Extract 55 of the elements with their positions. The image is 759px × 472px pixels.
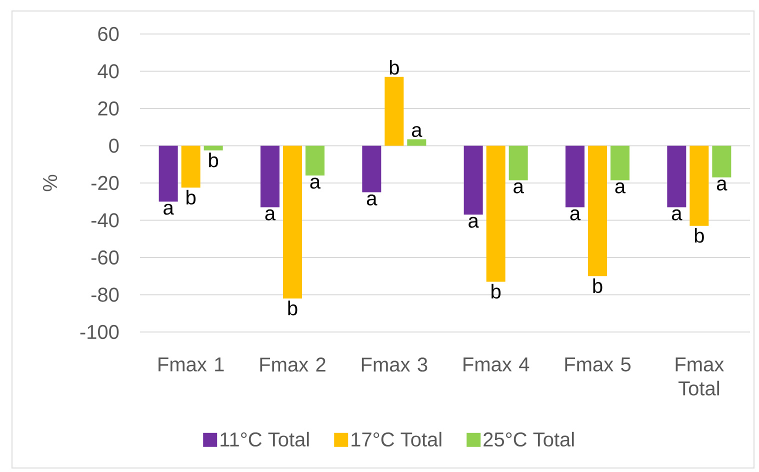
data-label: a	[570, 209, 581, 220]
bar	[283, 146, 302, 298]
bar	[407, 139, 426, 146]
x-tick-label: Fmax Total	[676, 358, 724, 396]
data-label: b	[288, 300, 298, 316]
data-label: a	[412, 126, 422, 138]
data-label: a	[366, 194, 378, 206]
y-tick-label: 0	[109, 138, 119, 153]
x-tick-label: Fmax 4	[464, 358, 530, 372]
bar	[610, 146, 630, 180]
data-label: a	[716, 180, 728, 191]
bar	[566, 146, 585, 208]
y-tick-label: -20	[91, 176, 119, 190]
data-label: a	[468, 216, 479, 228]
legend-label: 17°C Total	[352, 432, 442, 447]
data-label: b	[593, 278, 602, 294]
data-label: a	[672, 209, 682, 220]
bar	[690, 146, 709, 226]
bar	[508, 146, 528, 180]
data-label: b	[694, 228, 704, 243]
y-tick-label: 40	[98, 64, 119, 78]
data-label: b	[209, 152, 218, 168]
data-label: a	[615, 182, 626, 194]
x-tick-label: Fmax 1	[158, 358, 224, 372]
data-label: a	[514, 182, 524, 194]
y-tick-label: 20	[98, 101, 119, 116]
data-label: b	[186, 190, 196, 205]
y-tick-label: -40	[91, 213, 119, 228]
bar	[712, 146, 732, 178]
y-tick-label: -100	[80, 324, 119, 340]
y-tick-label: -80	[91, 288, 119, 302]
bar	[588, 146, 608, 276]
bar	[384, 76, 404, 146]
bar	[158, 146, 178, 202]
bar	[306, 146, 325, 176]
x-tick-label: Fmax 5	[565, 358, 631, 372]
data-label: b	[390, 60, 399, 75]
bar	[260, 146, 280, 208]
y-tick-label: 60	[98, 26, 119, 42]
x-tick-label: Fmax 3	[362, 358, 428, 372]
legend-label: 11°C Total	[220, 432, 309, 447]
data-label: b	[492, 284, 501, 299]
data-label: a	[265, 209, 276, 220]
bar	[464, 146, 483, 215]
bar	[204, 146, 223, 150]
bar	[486, 146, 506, 282]
bar	[667, 146, 686, 208]
data-label: a	[164, 204, 174, 215]
bar	[181, 146, 200, 188]
bar	[362, 146, 382, 192]
x-tick-label: Fmax 2	[260, 358, 326, 372]
data-label: a	[310, 178, 321, 189]
y-axis-title: %	[43, 174, 58, 192]
legend-label: 25°C Total	[484, 432, 574, 447]
y-tick-label: -60	[91, 250, 119, 265]
